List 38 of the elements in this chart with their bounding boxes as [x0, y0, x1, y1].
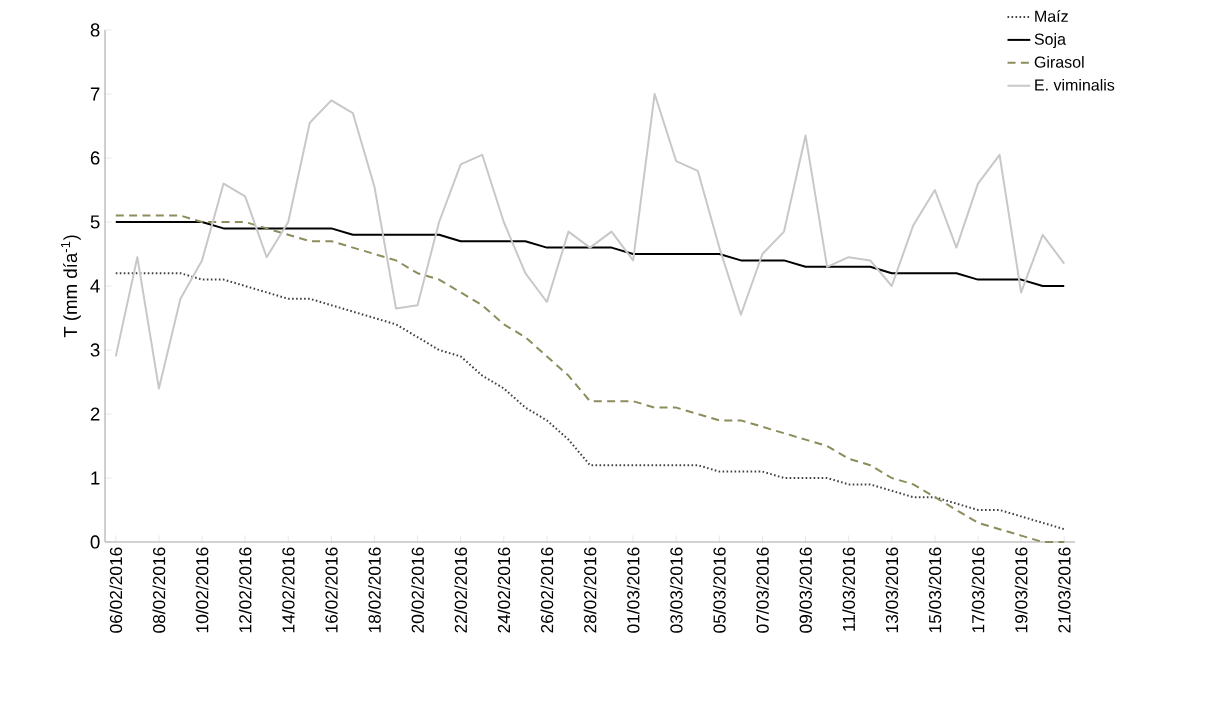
- x-tick-label: 07/03/2016: [756, 547, 769, 633]
- x-tick-label: 16/02/2016: [324, 547, 338, 633]
- legend-label: Girasol: [1034, 56, 1084, 68]
- x-tick-label: 18/02/2016: [368, 547, 381, 633]
- y-tick-label: 0: [90, 535, 100, 549]
- x-tick-label: 01/03/2016: [626, 547, 640, 633]
- x-tick-label: 03/03/2016: [669, 547, 683, 633]
- x-tick-label: 22/02/2016: [454, 547, 468, 633]
- line-series: [114, 93, 1066, 390]
- x-tick-label: 08/02/2016: [152, 547, 166, 633]
- x-tick-label: 26/02/2016: [540, 547, 554, 633]
- y-tick-label: 8: [90, 23, 100, 37]
- legend-label: E. viminalis: [1035, 78, 1115, 91]
- legend-label: Maíz: [1035, 10, 1068, 22]
- x-tick-label: 13/03/2016: [885, 547, 899, 633]
- y-tick-label: 5: [90, 215, 100, 229]
- x-tick-label: 12/02/2016: [238, 547, 252, 633]
- x-tick-label: 05/03/2016: [712, 547, 726, 633]
- x-tick-label: 21/03/2016: [1057, 547, 1071, 633]
- x-tick-label: 10/02/2016: [195, 547, 209, 633]
- y-tick-label: 1: [91, 471, 100, 485]
- x-tick-label: 09/03/2016: [799, 547, 812, 633]
- y-tick-label: 4: [90, 279, 100, 293]
- y-tick-label: 3: [90, 343, 100, 357]
- x-tick-label: 19/03/2016: [1014, 547, 1028, 633]
- y-tick-label: 6: [90, 151, 100, 165]
- x-tick-label: 17/03/2016: [971, 547, 985, 633]
- y-axis-title: T (mm día$^{-1}$): [60, 235, 81, 338]
- legend-label: Soja: [1034, 33, 1066, 49]
- x-tick-label: 20/02/2016: [411, 547, 424, 633]
- y-tick-label: 2: [90, 407, 100, 421]
- x-tick-label: 28/02/2016: [583, 547, 597, 633]
- x-tick-label: 14/02/2016: [281, 547, 295, 633]
- y-tick-label: 7: [90, 87, 100, 101]
- x-tick-label: 11/03/2016: [842, 547, 856, 631]
- x-tick-label: 15/03/2016: [928, 547, 942, 633]
- x-tick-label: 24/02/2016: [497, 547, 511, 633]
- x-tick-label: 06/02/2016: [109, 547, 123, 633]
